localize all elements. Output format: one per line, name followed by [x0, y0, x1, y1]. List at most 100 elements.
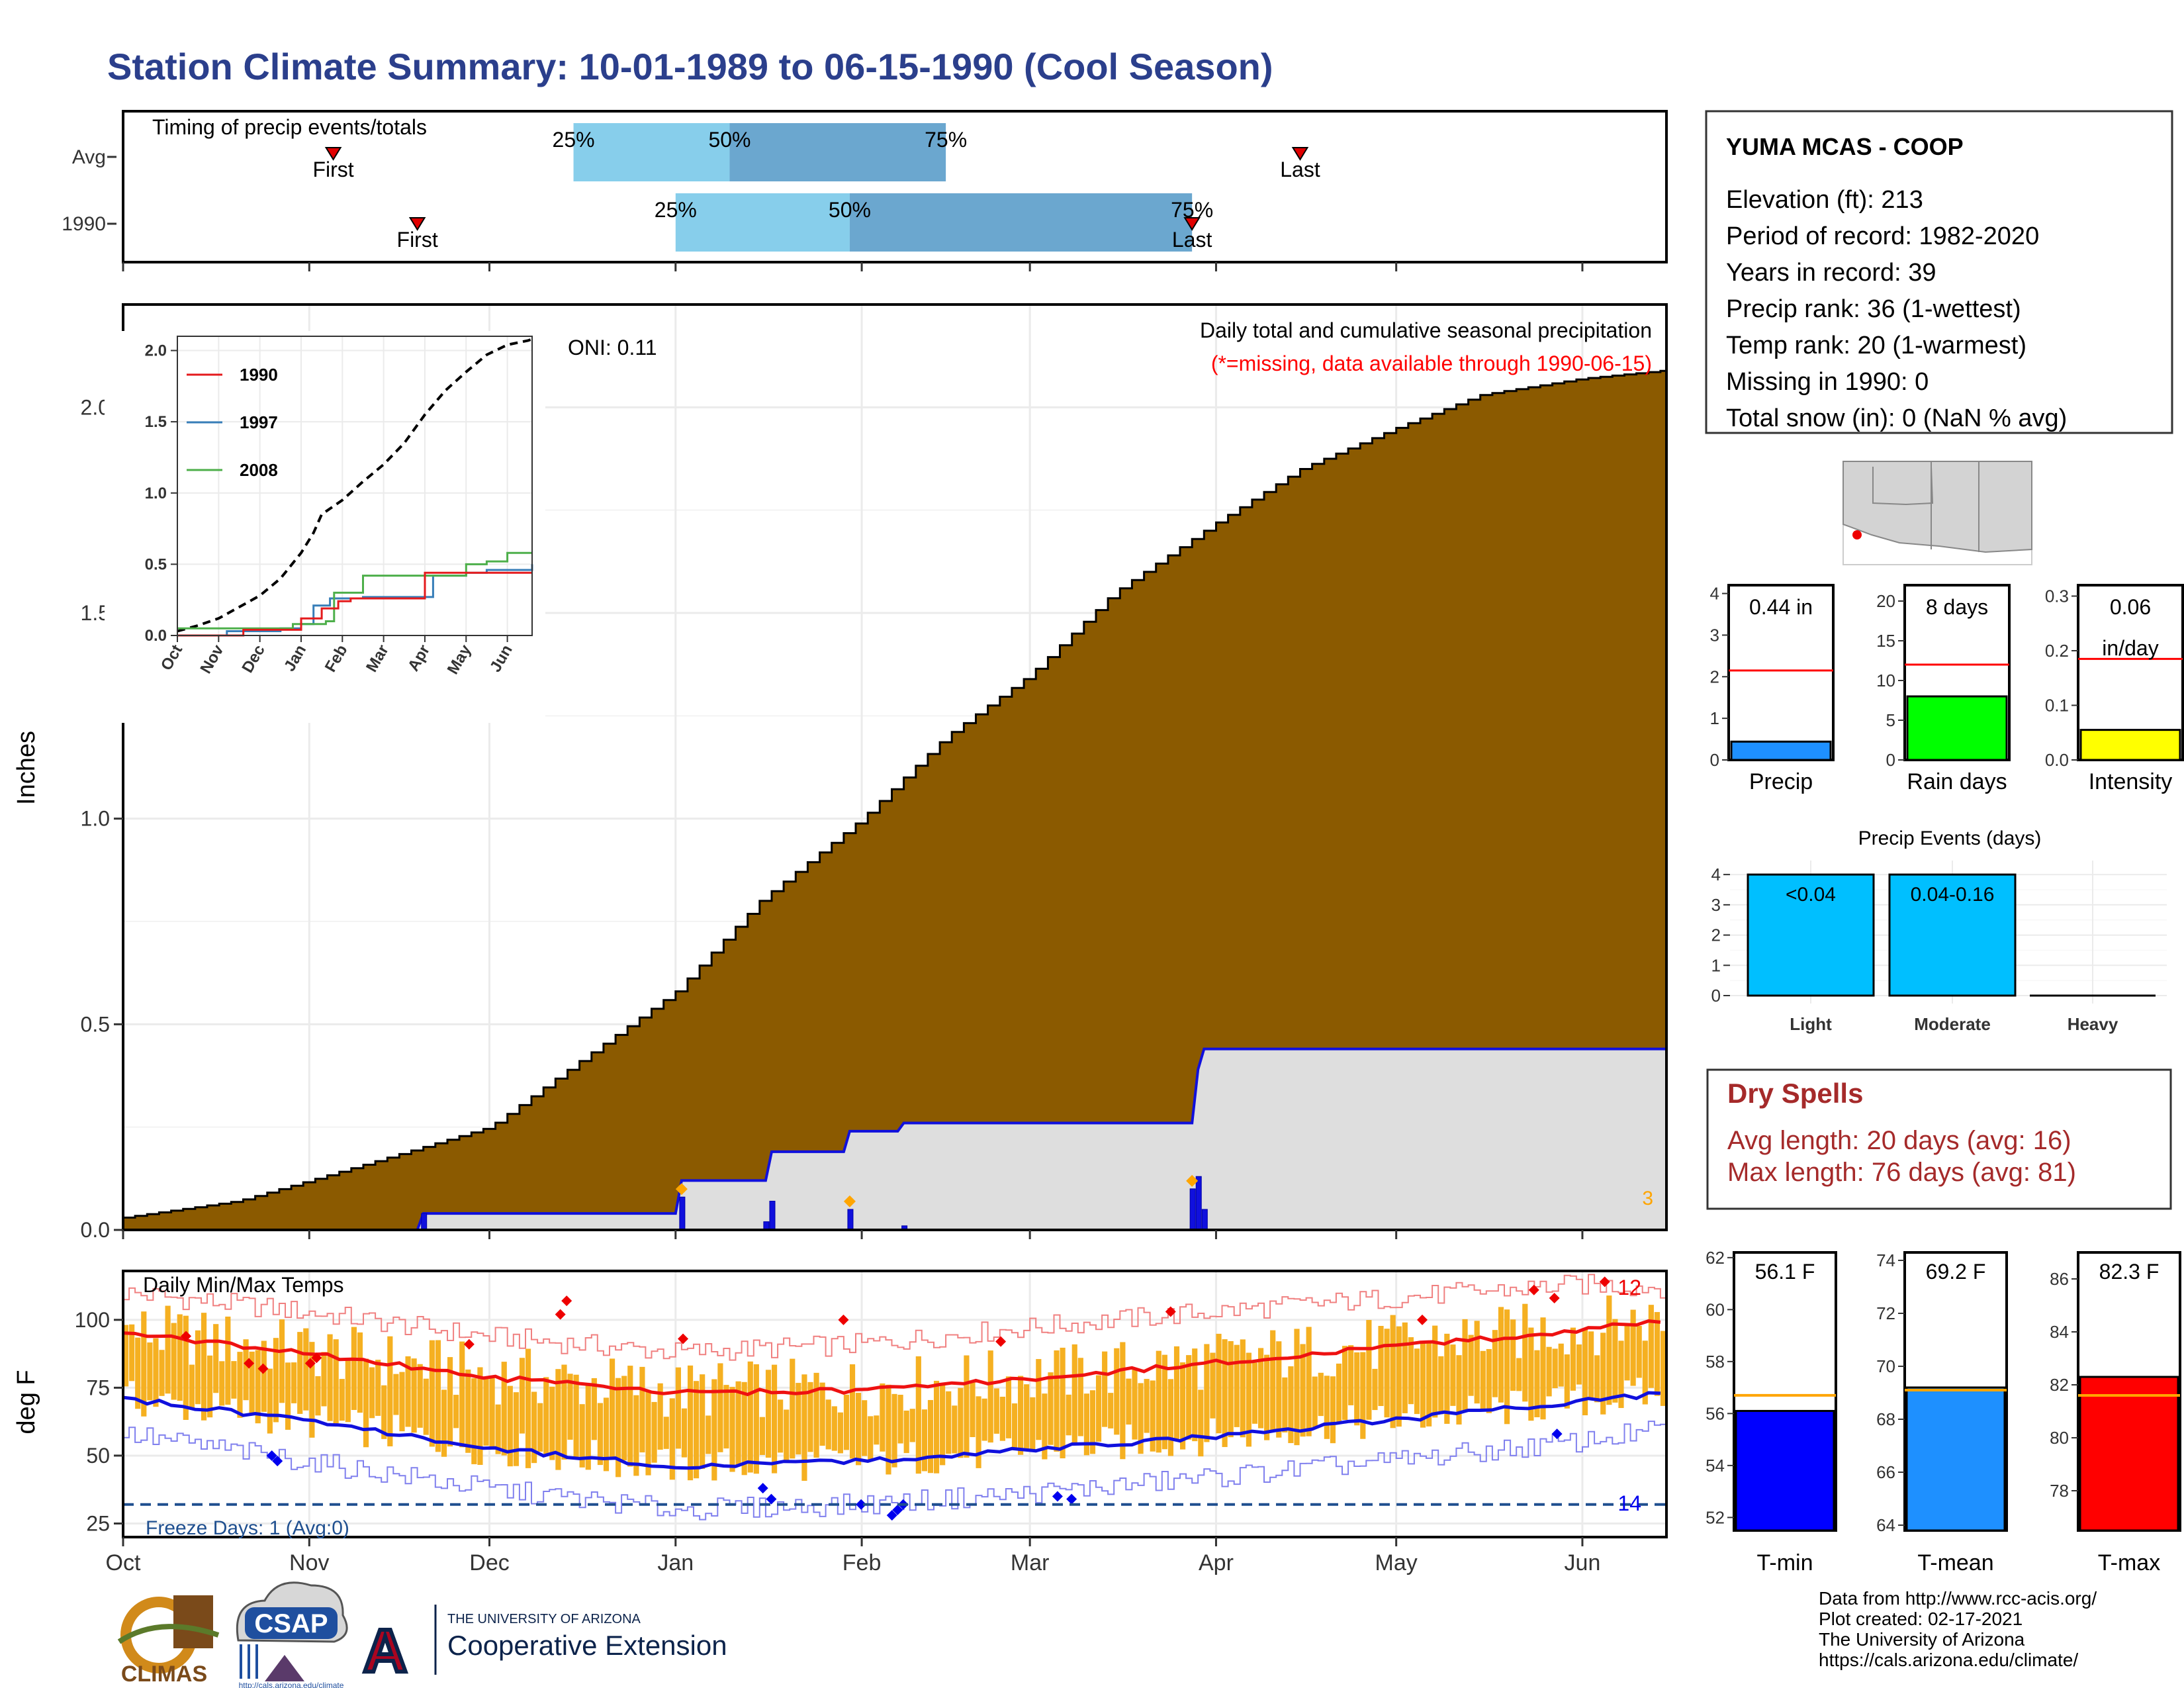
daily-temp-bar [579, 1404, 585, 1468]
temp-bar-tick-label: 58 [1706, 1352, 1725, 1372]
station-info-line: Precip rank: 36 (1-wettest) [1726, 295, 2021, 323]
daily-temp-bar [903, 1410, 909, 1454]
daily-temp-bar [1228, 1341, 1234, 1438]
daily-temp-bar [921, 1409, 927, 1472]
temp-bar-value-label: 82.3 F [2099, 1260, 2160, 1284]
dry-spells-avg: Avg length: 20 days (avg: 16) [1727, 1126, 2071, 1155]
temp-bar-tick-label: 80 [2050, 1428, 2069, 1448]
daily-temp-bar [1558, 1343, 1564, 1387]
climas-logo-block [173, 1595, 213, 1648]
daily-temp-bar [273, 1338, 279, 1423]
mini-bar-value [2079, 729, 2181, 761]
daily-temp-bar [1594, 1355, 1600, 1403]
daily-temp-bar [1257, 1348, 1264, 1429]
daily-temp-bar [609, 1358, 615, 1460]
record-high-marker [304, 1358, 316, 1369]
footer-credit-line: The University of Arizona [1819, 1629, 2025, 1650]
station-name: YUMA MCAS - COOP [1726, 133, 1964, 160]
daily-temp-bar [880, 1383, 886, 1452]
mini-bar-chart-0: 0.44 in 0 1 2 3 4 Precip [1710, 584, 1835, 794]
daily-temp-bar [1167, 1379, 1174, 1456]
daily-temp-bar [1546, 1346, 1552, 1397]
daily-temp-bar [477, 1367, 483, 1465]
daily-temp-bar [1498, 1307, 1504, 1403]
record-high-marker [678, 1333, 689, 1344]
record-high-marker [1165, 1306, 1176, 1317]
freeze-days-label: Freeze Days: 1 (Avg:0) [146, 1517, 349, 1539]
daily-temp-bar [315, 1376, 321, 1416]
mini-bar-frame [1727, 584, 1835, 761]
csap-rain [240, 1644, 258, 1679]
timing-pct-25: 25% [553, 128, 595, 152]
inset-frame [177, 336, 533, 636]
daily-temp-bar [567, 1374, 573, 1440]
daily-temp-bar [357, 1332, 363, 1413]
record-high-marker [1528, 1284, 1539, 1295]
precip-events-category: Moderate [1914, 1014, 1991, 1034]
daily-temp-bar [1570, 1327, 1576, 1391]
daily-temp-bar [1198, 1389, 1204, 1457]
daily-temp-bar [862, 1400, 868, 1456]
temp-bar-tick-label: 64 [1876, 1515, 1895, 1535]
record-high-marker [1599, 1276, 1610, 1288]
daily-temp-bar [1042, 1393, 1048, 1460]
timing-first-label: First [312, 158, 353, 181]
mini-bar-tick-label: 10 [1876, 671, 1895, 690]
daily-temp-bar [297, 1332, 303, 1414]
daily-temp-bar [123, 1325, 129, 1387]
inset-legend-label: 2008 [240, 460, 278, 480]
daily-temp-bar [663, 1417, 669, 1449]
daily-temp-bars [123, 1295, 1666, 1481]
daily-temp-bar [886, 1384, 891, 1475]
precip-events-chart: Precip Events (days) 0 1 2 3 4 <0.04 Light 0.04-… [1711, 827, 2167, 1034]
inset-frame-top [177, 336, 533, 636]
mini-bar-tick-label: 0 [1710, 750, 1719, 770]
daily-temp-bar [849, 1364, 856, 1459]
daily-temp-bar [1642, 1340, 1648, 1405]
timing-last-marker [1183, 217, 1201, 231]
daily-temp-bar [279, 1319, 285, 1403]
daily-temp-bar [1522, 1303, 1528, 1402]
temp-panel-frame [122, 1270, 1668, 1538]
daily-precip-bar [1189, 1188, 1196, 1231]
daily-temp-bar [1288, 1366, 1294, 1444]
daily-temp-bar [531, 1391, 537, 1464]
daily-temp-bar [303, 1328, 309, 1411]
map-border [1931, 461, 1979, 552]
temp-bar-tick-label: 70 [1876, 1356, 1895, 1376]
inset-legend-label: 1990 [240, 365, 278, 385]
daily-temp-bar [1336, 1363, 1342, 1423]
mini-bar-axis-label: Intensity [2089, 769, 2173, 794]
daily-temp-bar [1444, 1333, 1450, 1424]
daily-temp-bar [207, 1355, 213, 1418]
x-axis-month-label: Dec [469, 1550, 509, 1575]
mini-bar-tick-label: 15 [1876, 631, 1895, 651]
daily-precip-bar [679, 1196, 686, 1231]
inset-series-line-2008 [177, 551, 532, 630]
daily-temp-bar [1161, 1354, 1167, 1450]
daily-temp-bar [1318, 1372, 1324, 1417]
temp-bar-chart-2: 82.3 F 78 80 82 84 86 T-max [2050, 1251, 2181, 1575]
daily-temp-bar [1486, 1348, 1492, 1413]
mini-bar-value-unit: in/day [2102, 636, 2158, 660]
daily-temp-bar [639, 1366, 645, 1453]
daily-temp-bar [1636, 1325, 1642, 1378]
mini-bar-chart-2: 0.06 in/day 0.0 0.1 0.2 0.3 Intensity [2045, 584, 2184, 794]
daily-precip-bar [1195, 1176, 1202, 1231]
daily-temp-bar [555, 1369, 561, 1470]
avg-min-line [122, 1391, 1661, 1470]
daily-temp-bar [1144, 1379, 1150, 1433]
record-high-marker [838, 1314, 849, 1325]
mini-bar-tick-label: 3 [1710, 625, 1719, 645]
x-axis-month-label: Apr [1199, 1550, 1234, 1575]
avg-max-line [122, 1319, 1661, 1397]
daily-temp-bar [1060, 1347, 1066, 1459]
mini-bar-tick-label: 0.1 [2045, 696, 2069, 716]
precip-events-tick-label: 1 [1711, 955, 1721, 975]
mini-bar-value-label: 8 days [1926, 595, 1988, 619]
x-axis-month-label: Mar [1011, 1550, 1050, 1575]
daily-temp-bar [1192, 1348, 1198, 1442]
temp-bar-tick-label: 72 [1876, 1303, 1895, 1323]
mini-bar-tick-label: 0.3 [2045, 586, 2069, 606]
climas-logo: CLIMAS [117, 1595, 220, 1687]
